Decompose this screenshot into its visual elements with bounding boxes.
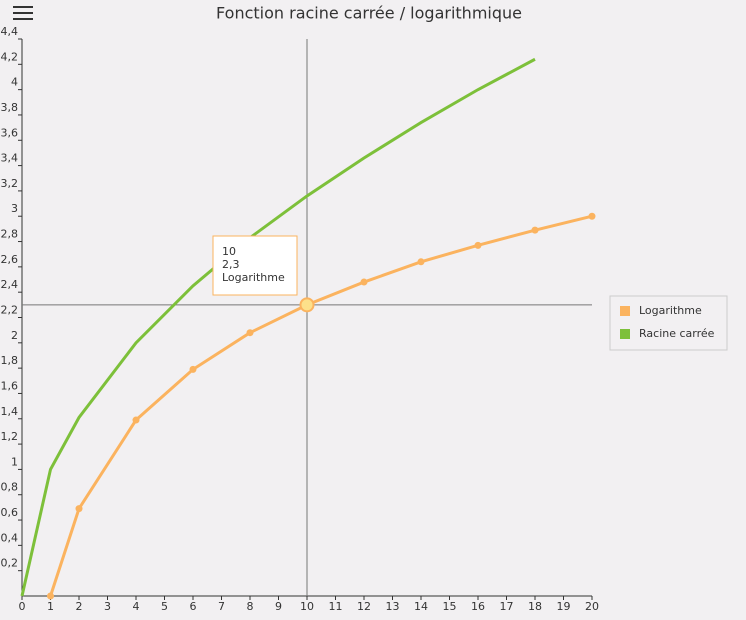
- y-tick-label: 3,6: [1, 126, 19, 139]
- x-tick-label: 10: [300, 600, 314, 613]
- x-tick-label: 13: [386, 600, 400, 613]
- y-tick-label: 1,4: [1, 405, 19, 418]
- point: [588, 212, 596, 220]
- y-tick-label: 2,6: [1, 253, 19, 266]
- x-tick-label: 20: [585, 600, 599, 613]
- x-tick-label: 11: [329, 600, 343, 613]
- tooltip-box: [212, 235, 298, 296]
- tooltip-y: 2,3: [222, 258, 240, 271]
- series-line: [49, 214, 593, 597]
- legend-swatch: [620, 306, 630, 316]
- y-tick-label: 0,8: [1, 481, 19, 494]
- x-tick-label: 0: [19, 600, 26, 613]
- legend-swatch: [620, 329, 630, 339]
- x-tick-label: 8: [247, 600, 254, 613]
- y-tick-label: 2,2: [1, 304, 19, 317]
- y-tick-label: 1,2: [1, 430, 19, 443]
- point: [132, 416, 140, 424]
- x-tick-label: 5: [161, 600, 168, 613]
- legend-label: Logarithme: [639, 304, 702, 317]
- y-tick-label: 3,8: [1, 101, 19, 114]
- y-tick-label: 2,4: [1, 278, 19, 291]
- point: [246, 329, 254, 337]
- x-tick-label: 18: [528, 600, 542, 613]
- point: [47, 592, 54, 600]
- x-tick-label: 12: [357, 600, 371, 613]
- y-tick-label: 4,4: [1, 25, 19, 38]
- y-tick-label: 1: [11, 455, 18, 468]
- y-tick-label: 1,6: [1, 379, 19, 392]
- legend-label: Racine carrée: [639, 327, 715, 340]
- series-line: [20, 57, 536, 597]
- y-tick-label: 0,2: [1, 557, 19, 570]
- legend-box: [609, 295, 728, 351]
- legend-item[interactable]: Racine carrée: [620, 327, 715, 340]
- x-tick-label: 15: [443, 600, 457, 613]
- x-tick-label: 14: [414, 600, 428, 613]
- y-tick-label: 2: [11, 329, 18, 342]
- point: [474, 241, 482, 249]
- tooltip-x: 10: [222, 245, 236, 258]
- point: [189, 365, 197, 373]
- tooltip-series: Logarithme: [222, 271, 285, 284]
- x-tick-label: 2: [76, 600, 83, 613]
- legend-item[interactable]: Logarithme: [620, 304, 702, 317]
- menu-button[interactable]: [12, 6, 34, 22]
- point: [75, 505, 83, 513]
- y-tick-label: 3: [11, 202, 18, 215]
- highlight-point: [299, 297, 315, 313]
- x-tick-label: 7: [218, 600, 225, 613]
- y-tick-label: 0,6: [1, 506, 19, 519]
- x-tick-label: 6: [190, 600, 197, 613]
- x-tick-label: 3: [104, 600, 111, 613]
- legend: Logarithme Racine carrée: [609, 295, 728, 351]
- y-tick-label: 3,2: [1, 177, 19, 190]
- x-tick-label: 16: [471, 600, 485, 613]
- x-tick-label: 19: [557, 600, 571, 613]
- y-tick-label: 0,4: [1, 531, 19, 544]
- point: [360, 278, 368, 286]
- y-tick-label: 2,8: [1, 228, 19, 241]
- x-tick-label: 4: [133, 600, 140, 613]
- x-tick-label: 1: [47, 600, 54, 613]
- point: [417, 258, 425, 266]
- y-tick-label: 4: [11, 76, 18, 89]
- x-tick-label: 17: [500, 600, 514, 613]
- y-tick-label: 4,2: [1, 50, 19, 63]
- y-tick-label: 3,4: [1, 152, 19, 165]
- x-tick-label: 9: [275, 600, 282, 613]
- point: [531, 226, 539, 234]
- chart-title: Fonction racine carrée / logarithmique: [216, 4, 522, 23]
- y-tick-label: 1,8: [1, 354, 19, 367]
